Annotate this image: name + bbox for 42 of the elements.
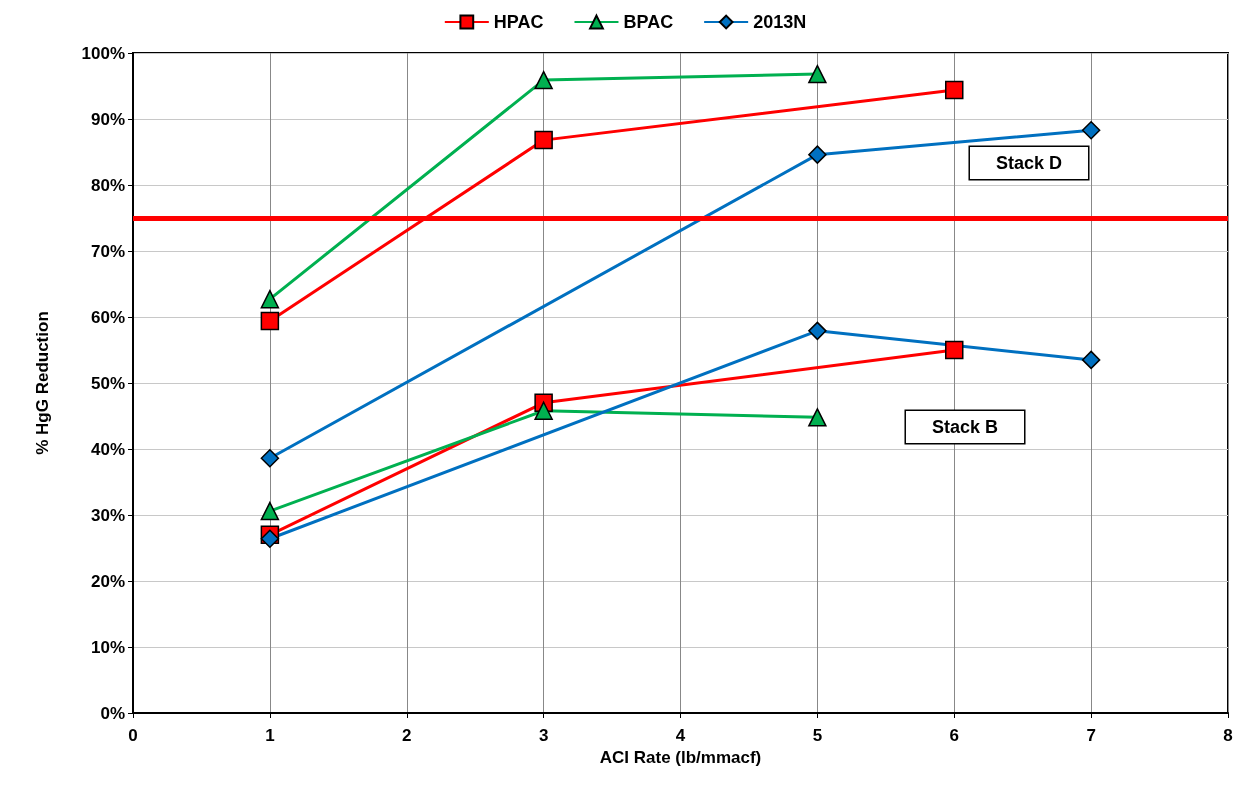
point [534, 401, 553, 420]
y-axis-title: % HgG Reduction [33, 311, 52, 455]
x-tick-label: 5 [812, 726, 823, 745]
x-tick-label: 4 [675, 726, 686, 745]
point [808, 408, 827, 427]
point [808, 145, 827, 164]
x-tick-label: 6 [949, 726, 959, 745]
annotation: Stack B [931, 417, 999, 437]
x-tick-label: 0 [128, 726, 138, 745]
legend-label: BPAC [623, 12, 674, 32]
y-tick-label: 80% [90, 175, 125, 195]
y-tick-label: 10% [90, 637, 125, 657]
y-tick-label: 90% [90, 109, 125, 129]
x-tick-label: 8 [1223, 726, 1233, 745]
y-tick-label: 0% [100, 703, 125, 723]
point [945, 340, 964, 360]
legend-label: HPAC [493, 12, 544, 32]
point [808, 321, 827, 341]
point [808, 64, 827, 84]
point [534, 130, 553, 150]
y-tick-label: 100% [81, 43, 125, 63]
point [1081, 350, 1101, 370]
y-tick-label: 70% [90, 241, 125, 261]
y-tick-label: 60% [90, 307, 125, 327]
point [1081, 120, 1101, 140]
point [260, 501, 280, 521]
point [945, 80, 964, 100]
x-tick-label: 1 [265, 726, 275, 745]
y-tick-label: 20% [90, 571, 125, 591]
point [260, 311, 280, 331]
y-tick-label: 40% [90, 439, 125, 459]
x-tick-label: 3 [538, 726, 549, 745]
x-tick-label: 2 [402, 726, 412, 745]
point [260, 289, 280, 309]
point [260, 448, 280, 468]
annotation: Stack D [995, 153, 1063, 173]
x-tick-label: 7 [1086, 726, 1096, 745]
y-tick-label: 30% [90, 505, 125, 525]
point [534, 70, 553, 90]
x-axis-title: ACI Rate (lb/mmacf) [599, 748, 762, 767]
legend-label: 2013N [753, 12, 807, 32]
y-tick-label: 50% [90, 373, 125, 393]
